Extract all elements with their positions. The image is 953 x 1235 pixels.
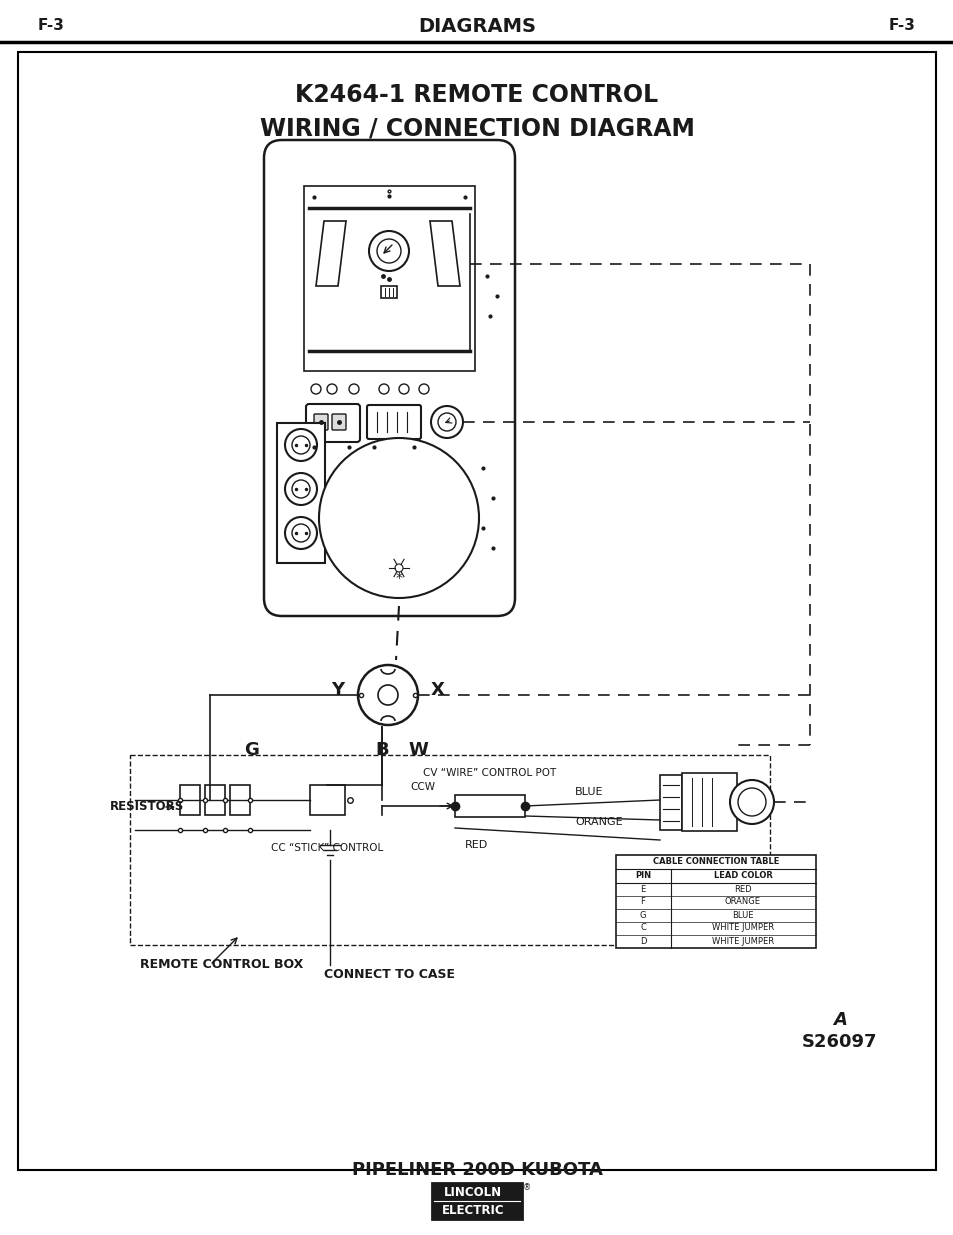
- Text: BLUE: BLUE: [732, 910, 753, 920]
- Text: WHITE JUMPER: WHITE JUMPER: [711, 924, 773, 932]
- Circle shape: [377, 685, 397, 705]
- Text: B: B: [375, 741, 389, 760]
- Circle shape: [431, 406, 462, 438]
- FancyBboxPatch shape: [306, 404, 359, 442]
- Text: WHITE JUMPER: WHITE JUMPER: [711, 936, 773, 946]
- Text: WIRING / CONNECTION DIAGRAM: WIRING / CONNECTION DIAGRAM: [259, 116, 694, 140]
- Text: BLUE: BLUE: [575, 787, 603, 797]
- Bar: [455, 795, 524, 818]
- Bar: [432, 1183, 521, 1219]
- Bar: [230, 785, 250, 815]
- Text: CABLE CONNECTION TABLE: CABLE CONNECTION TABLE: [652, 857, 779, 867]
- Text: ORANGE: ORANGE: [575, 818, 622, 827]
- Circle shape: [729, 781, 773, 824]
- Circle shape: [292, 480, 310, 498]
- Bar: [310, 785, 345, 815]
- Text: RED: RED: [464, 840, 488, 850]
- Text: ®: ®: [522, 1183, 531, 1193]
- Bar: [616, 855, 815, 948]
- Text: ELECTRIC: ELECTRIC: [441, 1203, 504, 1216]
- Bar: [380, 287, 396, 298]
- Text: S26097: S26097: [801, 1032, 877, 1051]
- Text: G: G: [639, 910, 645, 920]
- Bar: [130, 755, 769, 945]
- Bar: [276, 424, 325, 563]
- Text: G: G: [244, 741, 259, 760]
- Bar: [659, 776, 681, 830]
- Text: W: W: [408, 741, 428, 760]
- Text: RESISTORS: RESISTORS: [110, 800, 184, 814]
- Text: X: X: [431, 680, 444, 699]
- Text: F-3: F-3: [38, 19, 65, 33]
- Circle shape: [327, 384, 336, 394]
- Polygon shape: [681, 773, 737, 831]
- Text: ORANGE: ORANGE: [724, 898, 760, 906]
- Text: LINCOLN: LINCOLN: [443, 1187, 501, 1199]
- Text: DIAGRAMS: DIAGRAMS: [417, 16, 536, 36]
- Text: RED: RED: [734, 884, 751, 893]
- Circle shape: [311, 384, 320, 394]
- Text: F: F: [639, 898, 645, 906]
- Text: CV “WIRE” CONTROL POT: CV “WIRE” CONTROL POT: [423, 768, 556, 778]
- Circle shape: [292, 436, 310, 454]
- Polygon shape: [430, 221, 459, 287]
- Bar: [681, 773, 737, 831]
- Circle shape: [285, 473, 316, 505]
- Text: CCW: CCW: [410, 782, 435, 792]
- Bar: [180, 785, 200, 815]
- Bar: [304, 186, 475, 370]
- Circle shape: [437, 412, 456, 431]
- Text: PIPELINER 200D KUBOTA: PIPELINER 200D KUBOTA: [352, 1161, 601, 1179]
- FancyBboxPatch shape: [332, 414, 346, 430]
- Text: F-3: F-3: [888, 19, 915, 33]
- Circle shape: [398, 384, 409, 394]
- Circle shape: [318, 438, 478, 598]
- Text: *: *: [395, 571, 402, 585]
- Circle shape: [418, 384, 429, 394]
- Circle shape: [369, 231, 409, 270]
- Text: PIN: PIN: [635, 872, 650, 881]
- Circle shape: [357, 664, 417, 725]
- Text: LEAD COLOR: LEAD COLOR: [713, 872, 772, 881]
- Circle shape: [378, 384, 389, 394]
- Text: K2464-1 REMOTE CONTROL: K2464-1 REMOTE CONTROL: [295, 83, 658, 107]
- Text: E: E: [639, 884, 645, 893]
- Text: C: C: [639, 924, 645, 932]
- Text: CONNECT TO CASE: CONNECT TO CASE: [324, 968, 455, 982]
- Circle shape: [349, 384, 358, 394]
- Circle shape: [292, 524, 310, 542]
- Circle shape: [376, 240, 400, 263]
- Circle shape: [738, 788, 765, 816]
- Text: REMOTE CONTROL BOX: REMOTE CONTROL BOX: [140, 958, 303, 972]
- Circle shape: [285, 517, 316, 550]
- FancyBboxPatch shape: [314, 414, 328, 430]
- Text: A: A: [832, 1011, 846, 1029]
- Text: CC “STICK” CONTROL: CC “STICK” CONTROL: [271, 844, 383, 853]
- Polygon shape: [315, 221, 346, 287]
- Circle shape: [395, 564, 402, 572]
- Circle shape: [285, 429, 316, 461]
- Bar: [205, 785, 225, 815]
- Text: Y: Y: [331, 680, 344, 699]
- FancyBboxPatch shape: [264, 140, 515, 616]
- FancyBboxPatch shape: [367, 405, 420, 438]
- Text: D: D: [639, 936, 645, 946]
